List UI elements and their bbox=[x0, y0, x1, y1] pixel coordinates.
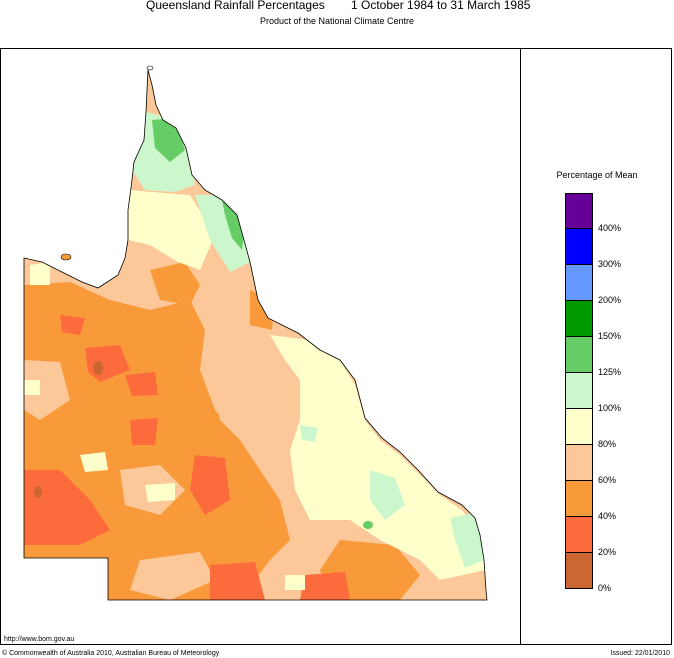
legend-divider bbox=[520, 48, 521, 645]
legend-swatch bbox=[565, 193, 593, 229]
legend-label: 80% bbox=[598, 439, 617, 449]
legend-swatch bbox=[565, 301, 593, 337]
queensland-rainfall-map bbox=[23, 65, 488, 601]
issued-date: Issued: 22/01/2010 bbox=[610, 650, 670, 657]
legend-label: 60% bbox=[598, 475, 617, 485]
title-bar: Queensland Rainfall Percentages 1 Octobe… bbox=[0, 0, 674, 14]
legend-swatch bbox=[565, 445, 593, 481]
legend-swatch bbox=[565, 265, 593, 301]
map-period: 1 October 1984 to 31 March 1985 bbox=[351, 0, 531, 12]
legend-swatch bbox=[565, 337, 593, 373]
map-title: Queensland Rainfall Percentages bbox=[146, 0, 325, 12]
legend-swatch bbox=[565, 553, 593, 589]
legend-swatch bbox=[565, 409, 593, 445]
bom-url: http://www.bom.gov.au bbox=[4, 636, 75, 643]
legend-swatch bbox=[565, 373, 593, 409]
legend-label: 0% bbox=[598, 583, 612, 593]
legend-label: 125% bbox=[598, 367, 622, 377]
legend-label: 100% bbox=[598, 403, 622, 413]
legend-title: Percentage of Mean bbox=[556, 170, 638, 180]
legend-color-bar bbox=[565, 193, 593, 589]
legend-label: 300% bbox=[598, 259, 622, 269]
legend-label: 20% bbox=[598, 547, 617, 557]
legend-label: 150% bbox=[598, 331, 622, 341]
legend-swatch bbox=[565, 481, 593, 517]
legend-label: 40% bbox=[598, 511, 617, 521]
legend-swatch bbox=[565, 517, 593, 553]
map-frame bbox=[0, 48, 672, 645]
legend-label: 400% bbox=[598, 223, 622, 233]
legend-label: 200% bbox=[598, 295, 622, 305]
copyright-notice: © Commonwealth of Australia 2010, Austra… bbox=[2, 650, 220, 657]
legend-swatch bbox=[565, 229, 593, 265]
map-subtitle: Product of the National Climate Centre bbox=[259, 16, 415, 26]
